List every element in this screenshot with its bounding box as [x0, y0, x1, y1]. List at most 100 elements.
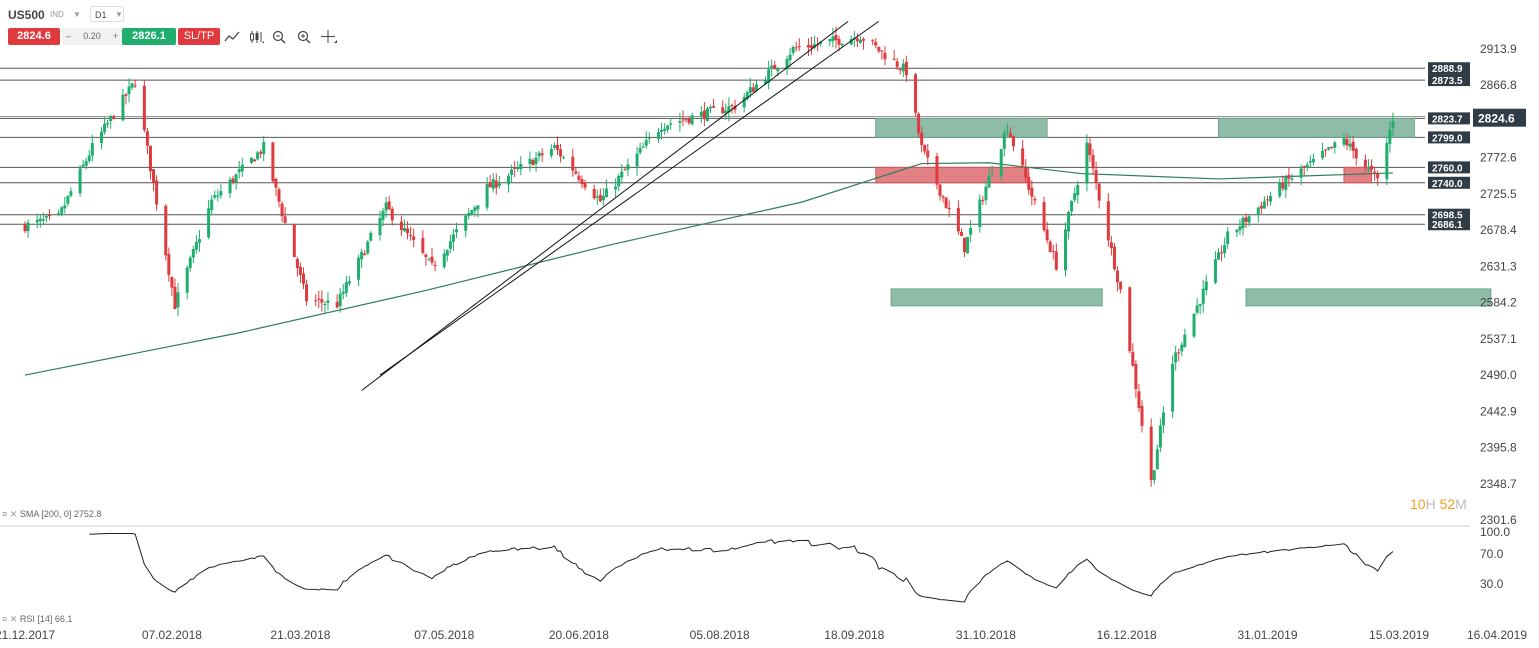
candle-body — [806, 45, 810, 48]
timeframe-select[interactable]: D1 ▼ — [90, 6, 124, 22]
candles — [23, 26, 1395, 487]
candle-body — [274, 178, 278, 188]
candle-body — [959, 231, 963, 236]
sltp-button[interactable]: SL/TP — [178, 28, 220, 45]
candle-body — [917, 113, 921, 134]
level-label-bg — [1428, 74, 1470, 87]
x-tick-label: 07.02.2018 — [142, 628, 202, 642]
candle-body — [412, 236, 416, 240]
increase-button[interactable]: + — [112, 31, 118, 41]
timer-h-unit: H — [1425, 496, 1436, 512]
sma-legend[interactable]: ≡ ✕ SMA [200, 0] 2752.8 — [2, 509, 101, 520]
candle-body — [360, 251, 364, 260]
candle-body — [185, 267, 189, 293]
candle-body — [895, 61, 899, 67]
candle-body — [1370, 165, 1374, 170]
candle-body — [1119, 281, 1123, 290]
candle-body — [966, 236, 970, 254]
candle-body — [47, 215, 51, 217]
candle-body — [301, 273, 305, 284]
candle-body — [155, 180, 159, 205]
candle-body — [537, 152, 541, 157]
candle-body — [699, 111, 703, 117]
candle-body — [601, 196, 605, 201]
candle-body — [724, 110, 728, 114]
settings-icon[interactable]: ≡ — [2, 614, 8, 624]
candle-body — [488, 182, 492, 188]
candle-body — [754, 84, 758, 91]
buy-button[interactable]: 2826.1 — [122, 28, 176, 45]
rsi-panel: 100.0 70.0 30.0 — [89, 525, 1510, 603]
candle-body — [485, 184, 489, 208]
candle-body — [577, 175, 581, 180]
chevron-down-icon[interactable]: ▼ — [73, 10, 81, 19]
candle-body — [283, 216, 287, 223]
candle-body — [430, 256, 434, 263]
candle-body — [764, 80, 768, 84]
candle-body — [1388, 129, 1392, 144]
zoom-out-icon[interactable] — [272, 30, 288, 44]
candle-body — [494, 180, 498, 188]
candle-body — [1351, 141, 1355, 151]
trendlines — [361, 20, 880, 391]
timeframe-value: D1 — [95, 10, 107, 20]
candle-body — [1348, 143, 1352, 147]
x-tick-label: 31.01.2019 — [1237, 628, 1297, 642]
candle-body — [44, 215, 48, 218]
candle-body — [188, 257, 192, 269]
candle-body — [926, 150, 930, 158]
candle-body — [314, 300, 318, 302]
candle-body — [1201, 288, 1205, 304]
candle-body — [57, 212, 61, 214]
candle-body — [421, 238, 425, 253]
x-tick-label: 21.12.2017 — [0, 628, 55, 642]
timer-minutes: 52 — [1439, 496, 1456, 512]
candle-body — [78, 168, 82, 194]
candle-body — [721, 107, 725, 114]
candle-body — [1116, 270, 1120, 283]
candle-body — [1299, 168, 1303, 178]
trend-icon[interactable] — [224, 30, 240, 44]
candle-body — [984, 186, 988, 200]
candle-body — [635, 153, 639, 167]
candle-body — [148, 145, 152, 172]
sell-button[interactable]: 2824.6 — [8, 28, 60, 45]
settings-icon[interactable]: ≡ — [2, 509, 8, 519]
candle-body — [87, 155, 91, 161]
x-tick-label: 21.03.2018 — [270, 628, 330, 642]
candle-body — [1137, 391, 1141, 408]
candle-body — [344, 282, 348, 293]
zone-green — [1218, 117, 1415, 138]
candle-body — [562, 157, 566, 159]
close-icon[interactable]: ✕ — [9, 509, 18, 519]
candle-body — [990, 174, 994, 176]
decrease-button[interactable]: – — [66, 31, 72, 41]
candle-body — [402, 228, 406, 232]
candle-body — [369, 232, 373, 241]
candle-body — [84, 161, 88, 166]
close-icon[interactable]: ✕ — [9, 614, 18, 624]
symbol-label[interactable]: US500 — [8, 8, 45, 22]
candle-type-icon[interactable] — [249, 30, 265, 44]
candle-body — [295, 258, 299, 268]
zoom-in-icon[interactable] — [297, 30, 313, 44]
crosshair-icon[interactable] — [321, 30, 337, 44]
candle-body — [1076, 185, 1080, 196]
candle-body — [1330, 146, 1334, 148]
candle-body — [1333, 142, 1337, 148]
candle-body — [1180, 344, 1184, 352]
candle-body — [381, 210, 385, 220]
horizontal-levels — [0, 67, 1425, 225]
rsi-tick-label: 70.0 — [1480, 547, 1504, 561]
candle-body — [90, 143, 94, 156]
candle-body — [133, 85, 137, 87]
candle-body — [1241, 217, 1245, 229]
candle-body — [751, 87, 755, 92]
candle-body — [733, 106, 737, 110]
candle-body — [1051, 250, 1055, 252]
candle-body — [773, 64, 777, 70]
candle-body — [705, 108, 709, 122]
rsi-legend[interactable]: ≡ ✕ RSI [14] 66.1 — [2, 614, 72, 625]
candle-body — [742, 97, 746, 108]
